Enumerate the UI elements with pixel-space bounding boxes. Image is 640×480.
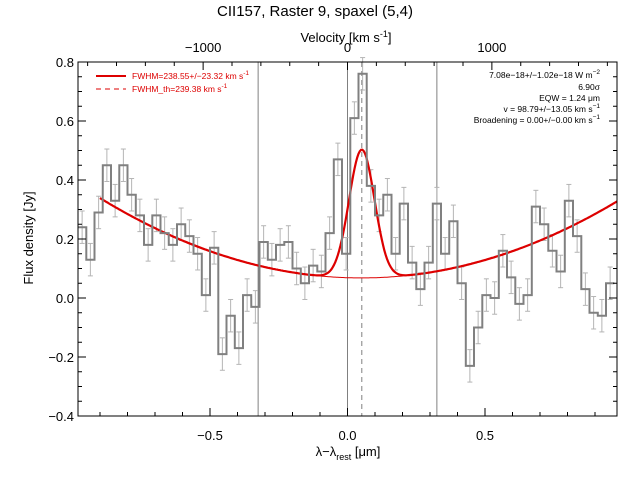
x-tick-label-2: 0.5 xyxy=(476,428,494,443)
annotation-broadening: Broadening = 0.00+/−0.00 km s−1 xyxy=(474,114,601,125)
x-tick-label-0: −0.5 xyxy=(197,428,223,443)
y-tick-label-0: −0.4 xyxy=(48,409,74,424)
x-tick-label-1: 0.0 xyxy=(338,428,356,443)
legend-fwhm-label: FWHM=238.55+/−23.32 km s-1 xyxy=(132,70,249,81)
top-tick-label-1: 0 xyxy=(344,40,351,55)
annotation-velocity: v = 98.79+/−13.05 km s−1 xyxy=(504,103,601,114)
top-axis-label: Velocity [km s-1] xyxy=(300,29,391,45)
bottom-axis-label: λ−λrest [μm] xyxy=(316,444,381,462)
y-axis-label: Flux density [Jy] xyxy=(21,191,36,284)
y-tick-label-5: 0.6 xyxy=(56,114,74,129)
chart-title: CII157, Raster 9, spaxel (5,4) xyxy=(217,3,413,20)
y-tick-label-4: 0.4 xyxy=(56,173,74,188)
y-tick-label-6: 0.8 xyxy=(56,55,74,70)
legend-fwhm-th-label: FWHM_th=239.38 km s-1 xyxy=(132,83,228,94)
fit-annotations: 7.08e−18+/−1.02e−18 W m−2 6.90σ EQW = 1.… xyxy=(474,69,601,125)
top-tick-label-2: 1000 xyxy=(477,40,506,55)
spectrum-line xyxy=(78,72,615,367)
y-tick-label-3: 0.2 xyxy=(56,232,74,247)
y-tick-label-1: −0.2 xyxy=(48,350,74,365)
annotation-eqw: EQW = 1.24 μm xyxy=(539,93,600,103)
top-tick-label-0: −1000 xyxy=(185,40,222,55)
annotation-sigma: 6.90σ xyxy=(578,82,601,92)
annotation-flux: 7.08e−18+/−1.02e−18 W m−2 xyxy=(489,69,600,80)
legend: FWHM=238.55+/−23.32 km s-1 FWHM_th=239.3… xyxy=(96,70,249,94)
y-tick-label-2: 0.0 xyxy=(56,291,74,306)
